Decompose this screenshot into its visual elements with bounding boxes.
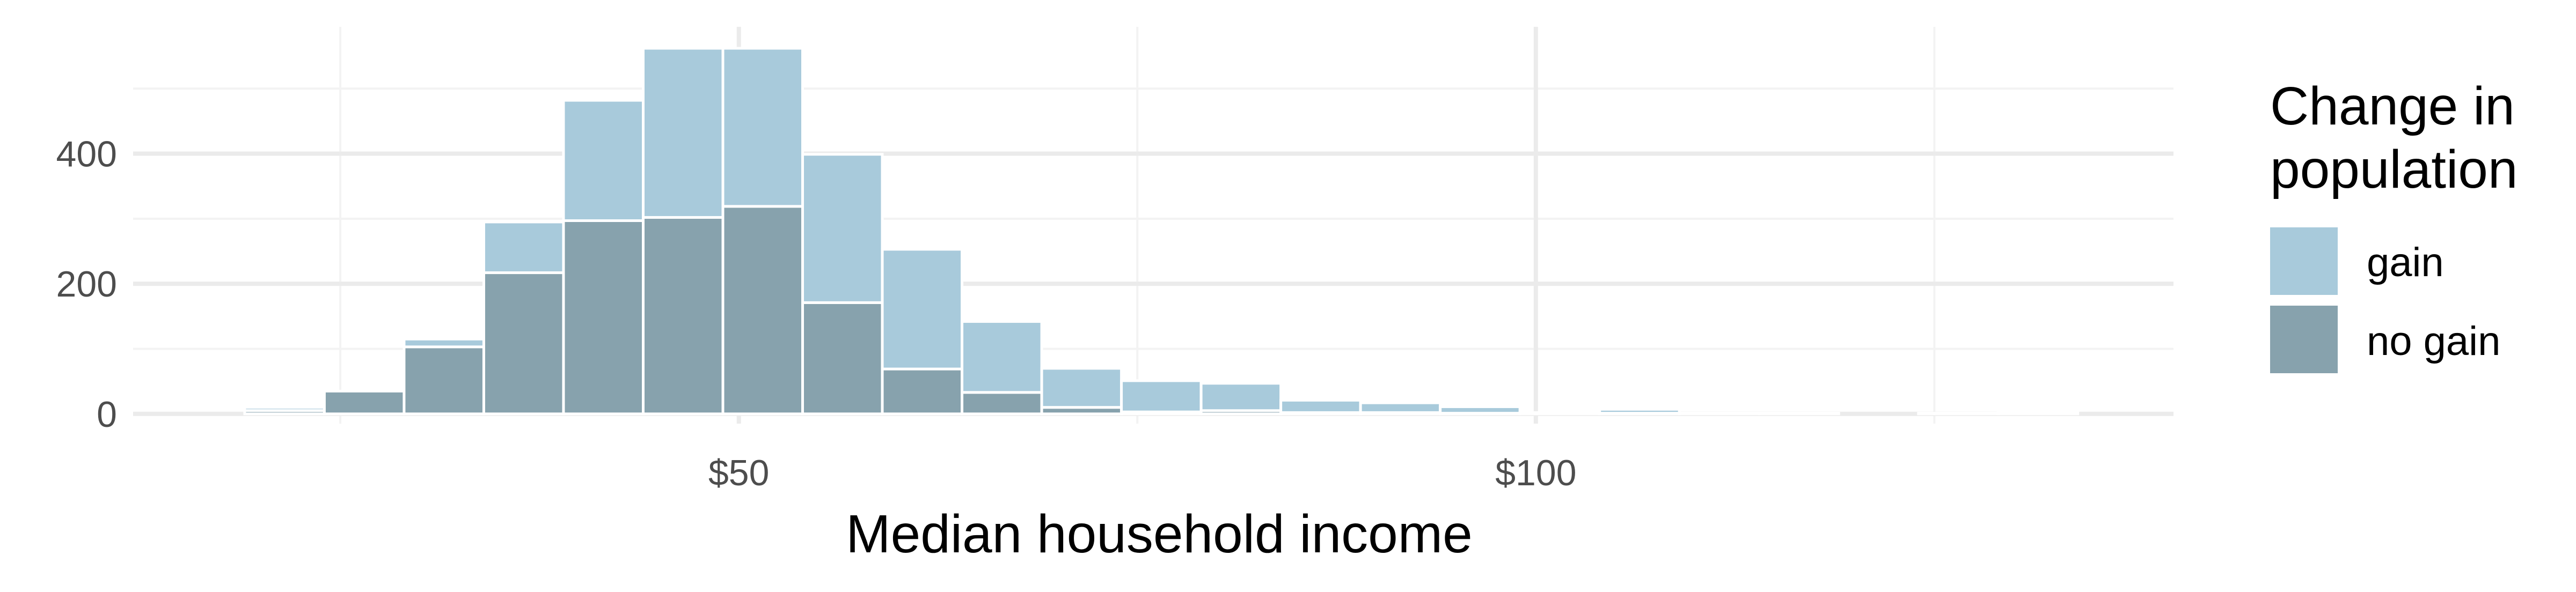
y-tick-label: 200 bbox=[56, 264, 117, 305]
legend-title-line-1: Change in bbox=[2270, 76, 2515, 136]
bar-no-gain bbox=[402, 345, 485, 416]
y-tick-label: 0 bbox=[97, 394, 117, 435]
legend-key-no-gain bbox=[2270, 306, 2338, 373]
bar-gain bbox=[1598, 408, 1681, 415]
bar-no-gain bbox=[881, 367, 964, 416]
legend-title-line-2: population bbox=[2270, 139, 2518, 199]
histogram-bars bbox=[243, 47, 2080, 416]
bar-no-gain bbox=[323, 389, 406, 416]
bar-gain bbox=[1996, 411, 2080, 416]
bar-gain bbox=[1199, 382, 1283, 412]
bar-gain bbox=[1040, 367, 1123, 409]
legend-label-no-gain: no gain bbox=[2367, 319, 2500, 364]
bar-gain bbox=[1279, 398, 1362, 414]
x-tick-label: $100 bbox=[1495, 453, 1576, 493]
bar-gain bbox=[801, 153, 884, 304]
legend: Change in population gain no gain bbox=[2270, 76, 2518, 373]
bar-no-gain bbox=[562, 219, 645, 416]
legend-label-gain: gain bbox=[2367, 240, 2444, 285]
bar-gain bbox=[1917, 412, 2000, 416]
bar-gain bbox=[961, 320, 1043, 394]
bar-gain bbox=[1758, 412, 1840, 416]
bar-gain bbox=[1678, 412, 1761, 416]
x-tick-label: $50 bbox=[708, 453, 769, 493]
y-tick-label: 400 bbox=[56, 134, 117, 175]
bar-gain bbox=[243, 406, 326, 412]
bar-no-gain bbox=[482, 271, 565, 416]
bar-gain bbox=[562, 99, 645, 223]
bar-no-gain bbox=[642, 216, 724, 416]
bar-gain bbox=[402, 337, 485, 349]
bar-no-gain bbox=[721, 205, 804, 416]
bar-gain bbox=[1359, 401, 1442, 414]
bar-no-gain bbox=[961, 391, 1043, 416]
legend-key-gain bbox=[2270, 227, 2338, 295]
bar-gain bbox=[482, 220, 565, 275]
x-axis-title: Median household income bbox=[846, 504, 1472, 564]
bar-gain bbox=[881, 248, 964, 371]
bar-gain bbox=[1518, 411, 1601, 416]
axis-tick-labels: 0 200 400 $50 $100 bbox=[56, 134, 1577, 493]
bar-gain bbox=[1439, 405, 1521, 415]
bar-no-gain bbox=[801, 301, 884, 416]
bar-gain bbox=[1120, 379, 1203, 413]
bar-gain bbox=[642, 47, 724, 219]
bar-gain bbox=[721, 47, 804, 208]
